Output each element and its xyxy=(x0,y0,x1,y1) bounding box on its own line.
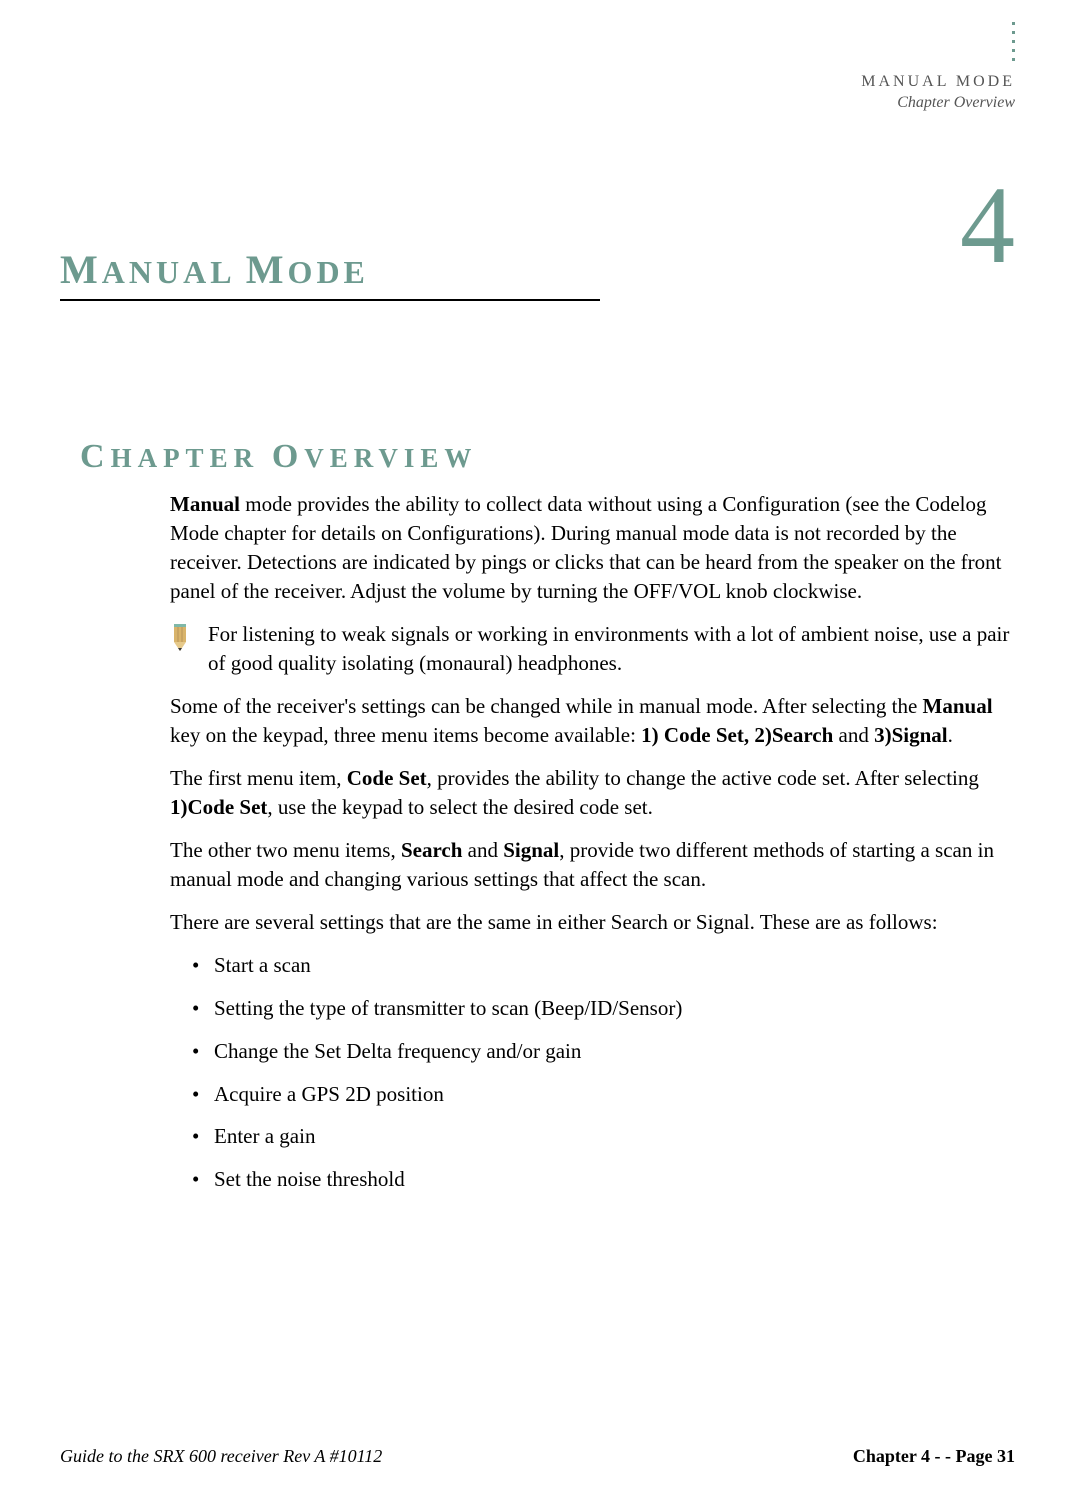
list-item: Enter a gain xyxy=(192,1122,1015,1151)
bold-text: Manual xyxy=(170,492,240,516)
dot-icon xyxy=(1012,58,1015,61)
dot-icon xyxy=(1012,49,1015,52)
pencil-icon xyxy=(170,624,192,652)
text: The first menu item, xyxy=(170,766,347,790)
section-title-cap: O xyxy=(272,438,304,475)
body-text: Manual mode provides the ability to coll… xyxy=(170,490,1015,1208)
list-item: Acquire a GPS 2D position xyxy=(192,1080,1015,1109)
text: , use the keypad to select the desired c… xyxy=(267,795,652,819)
list-item: Set the noise threshold xyxy=(192,1165,1015,1194)
list-item: Start a scan xyxy=(192,951,1015,980)
dot-icon xyxy=(1012,40,1015,43)
footer: Guide to the SRX 600 receiver Rev A #101… xyxy=(60,1446,1015,1467)
dot-icon xyxy=(1012,31,1015,34)
section-title-rest: VERVIEW xyxy=(304,443,477,473)
bold-text: 1) Code Set, 2)Search xyxy=(641,723,833,747)
running-head-subtitle: Chapter Overview xyxy=(861,93,1015,114)
chapter-title: MANUAL MODE xyxy=(60,246,600,301)
chapter-title-cap: M xyxy=(60,247,102,292)
section-title-cap: C xyxy=(80,438,111,475)
bold-text: Search xyxy=(401,838,462,862)
page: MANUAL MODE Chapter Overview 4 MANUAL MO… xyxy=(0,0,1075,1507)
list-item: Change the Set Delta frequency and/or ga… xyxy=(192,1037,1015,1066)
chapter-title-cap: M xyxy=(246,247,288,292)
header-dots xyxy=(1012,22,1015,61)
text: The other two menu items, xyxy=(170,838,401,862)
note-text: For listening to weak signals or working… xyxy=(208,620,1015,678)
section-title-rest: HAPTER xyxy=(111,443,272,473)
chapter-title-rest: ODE xyxy=(288,254,369,290)
text: and xyxy=(833,723,874,747)
text: and xyxy=(462,838,503,862)
dot-icon xyxy=(1012,22,1015,25)
text: . xyxy=(948,723,953,747)
text: , provides the ability to change the act… xyxy=(427,766,979,790)
text: Some of the receiver's settings can be c… xyxy=(170,694,923,718)
chapter-number: 4 xyxy=(960,170,1015,280)
paragraph: There are several settings that are the … xyxy=(170,908,1015,937)
note: For listening to weak signals or working… xyxy=(170,620,1015,678)
footer-right: Chapter 4 - - Page 31 xyxy=(853,1446,1015,1467)
bold-text: Manual xyxy=(923,694,993,718)
running-head: MANUAL MODE Chapter Overview xyxy=(861,72,1015,114)
paragraph: The other two menu items, Search and Sig… xyxy=(170,836,1015,894)
list-item: Setting the type of transmitter to scan … xyxy=(192,994,1015,1023)
paragraph: Manual mode provides the ability to coll… xyxy=(170,490,1015,606)
footer-left: Guide to the SRX 600 receiver Rev A #101… xyxy=(60,1446,382,1467)
text: key on the keypad, three menu items beco… xyxy=(170,723,641,747)
running-head-title: MANUAL MODE xyxy=(861,72,1015,93)
section-title: CHAPTER OVERVIEW xyxy=(80,438,477,476)
chapter-title-rest: ANUAL xyxy=(102,254,246,290)
bold-text: Code Set xyxy=(347,766,427,790)
paragraph: Some of the receiver's settings can be c… xyxy=(170,692,1015,750)
bold-text: Signal xyxy=(503,838,559,862)
bold-text: 3)Signal xyxy=(874,723,948,747)
paragraph: The first menu item, Code Set, provides … xyxy=(170,764,1015,822)
bold-text: 1)Code Set xyxy=(170,795,267,819)
text: mode provides the ability to collect dat… xyxy=(170,492,1002,603)
bullet-list: Start a scan Setting the type of transmi… xyxy=(170,951,1015,1195)
